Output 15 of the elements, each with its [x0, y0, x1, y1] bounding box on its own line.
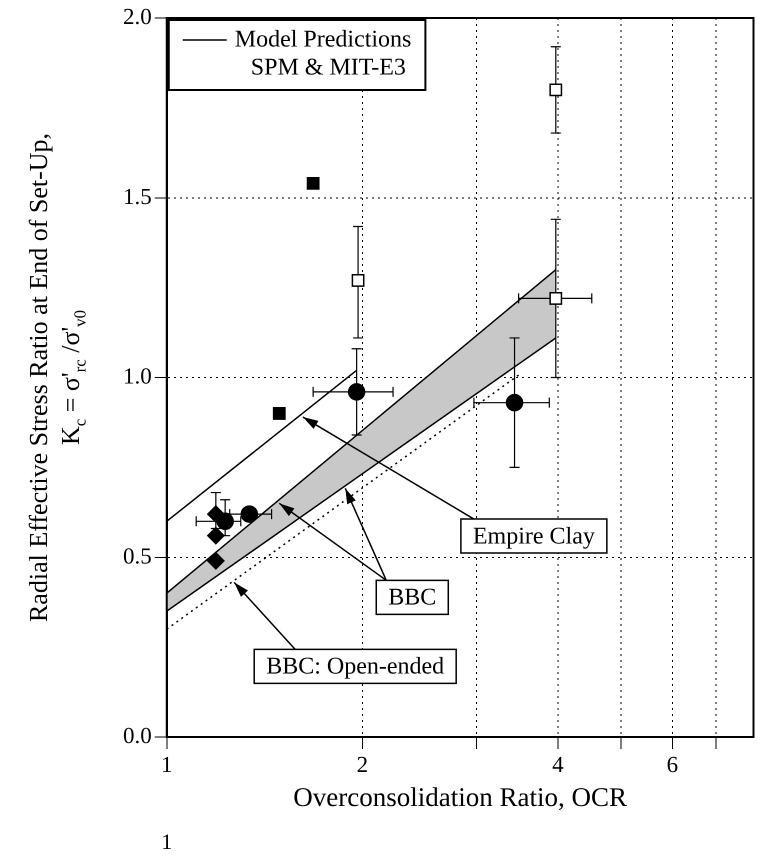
y-tick-label: 0.0: [123, 723, 152, 748]
x-tick-label: 4: [552, 752, 564, 777]
annotation: Empire Clay: [472, 523, 595, 550]
y-tick-label: 2.0: [123, 4, 152, 30]
x-tick-label: 2: [356, 752, 368, 777]
text: 1: [161, 828, 172, 854]
y-tick-label: 0.5: [123, 543, 152, 568]
y-tick-label: 1.5: [123, 184, 152, 209]
x-axis-title: Overconsolidation Ratio, OCR: [293, 782, 627, 812]
x-tick-label: 1: [161, 752, 172, 777]
x-tick-label: 6: [666, 752, 678, 777]
y-tick-label: 1.0: [123, 364, 152, 389]
annotation: BBC: Open-ended: [266, 654, 444, 680]
legend-label: Model Predictions SPM & MIT-E3: [234, 26, 412, 80]
annotation: BBC: [388, 584, 436, 611]
